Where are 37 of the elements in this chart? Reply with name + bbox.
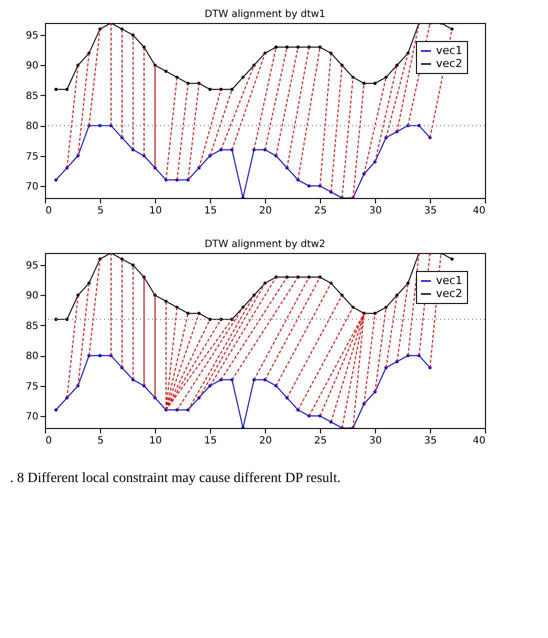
legend-label: vec2 bbox=[436, 57, 462, 70]
legend-label: vec1 bbox=[436, 44, 462, 57]
x-tick-label: 25 bbox=[314, 206, 327, 216]
y-tick-label: 75 bbox=[26, 381, 38, 392]
y-tick-label: 70 bbox=[26, 411, 38, 422]
chart-title: DTW alignment by dtw1 bbox=[204, 9, 326, 20]
y-tick-label: 90 bbox=[26, 290, 38, 302]
y-tick-label: 75 bbox=[26, 151, 38, 162]
x-tick-label: 20 bbox=[259, 206, 272, 216]
y-tick-label: 85 bbox=[26, 90, 38, 102]
text: . 8 Different local constraint may cause different DP result. bbox=[10, 471, 341, 486]
y-tick-label: 85 bbox=[26, 320, 38, 332]
y-tick-label: 90 bbox=[26, 60, 38, 72]
x-tick-label: 0 bbox=[46, 206, 52, 216]
legend-label: vec2 bbox=[436, 287, 462, 300]
x-tick-label: 10 bbox=[149, 436, 162, 446]
x-tick-label: 15 bbox=[204, 206, 217, 216]
x-tick-label: 20 bbox=[259, 436, 272, 446]
y-tick-label: 95 bbox=[26, 260, 38, 272]
x-tick-label: 5 bbox=[97, 436, 104, 446]
legend-label: vec1 bbox=[436, 274, 462, 287]
x-tick-label: 30 bbox=[369, 206, 382, 216]
y-tick-label: 95 bbox=[26, 30, 38, 42]
x-tick-label: 10 bbox=[149, 206, 162, 216]
y-tick-label: 80 bbox=[26, 121, 38, 132]
x-tick-label: 15 bbox=[204, 436, 217, 446]
chart-title: DTW alignment by dtw2 bbox=[204, 239, 326, 250]
x-tick-label: 35 bbox=[424, 206, 437, 216]
x-tick-label: 40 bbox=[472, 436, 486, 446]
x-tick-label: 5 bbox=[97, 206, 104, 216]
y-tick-label: 70 bbox=[26, 181, 38, 192]
x-tick-label: 30 bbox=[369, 436, 382, 446]
x-tick-label: 25 bbox=[314, 436, 327, 446]
x-tick-label: 40 bbox=[472, 206, 486, 216]
x-tick-label: 0 bbox=[46, 436, 52, 446]
y-tick-label: 80 bbox=[26, 351, 38, 362]
x-tick-label: 35 bbox=[424, 436, 437, 446]
